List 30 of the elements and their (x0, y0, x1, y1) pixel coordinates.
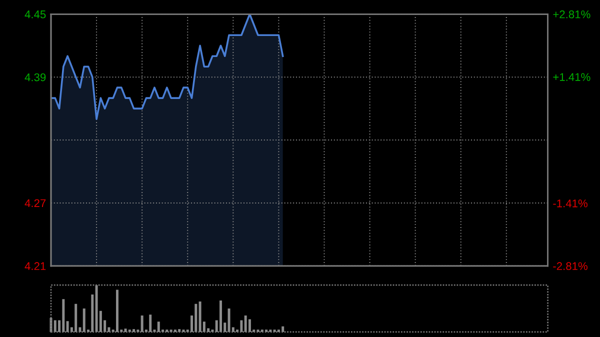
bar (282, 326, 284, 332)
bar (66, 321, 69, 332)
y2-tick-label: +1.41% (553, 73, 590, 81)
y-tick-label: 4.21 (24, 262, 46, 270)
bar (132, 329, 136, 332)
bar (228, 308, 230, 332)
bar (116, 290, 118, 332)
y2-tick-label: +2.81% (553, 10, 590, 18)
bar (54, 320, 56, 332)
bar (244, 316, 247, 332)
bar (248, 319, 251, 332)
y-tick-label: 4.27 (24, 199, 46, 207)
bar (74, 304, 78, 332)
bar (198, 301, 202, 332)
bar (194, 304, 198, 332)
bar (149, 314, 152, 332)
y2-tick-label: -1.41% (553, 200, 588, 208)
bar (82, 308, 86, 332)
bar (220, 300, 222, 332)
bar (157, 322, 160, 332)
bar (62, 299, 65, 332)
bar (95, 285, 98, 332)
y-tick-label: 4.39 (24, 73, 46, 82)
y2-tick-label: -2.81% (553, 262, 588, 270)
bar (91, 294, 94, 332)
bar (140, 316, 144, 332)
bar (124, 328, 127, 332)
bar (240, 320, 243, 332)
bar (178, 329, 181, 332)
y-tick-label: 4.45 (24, 10, 46, 18)
